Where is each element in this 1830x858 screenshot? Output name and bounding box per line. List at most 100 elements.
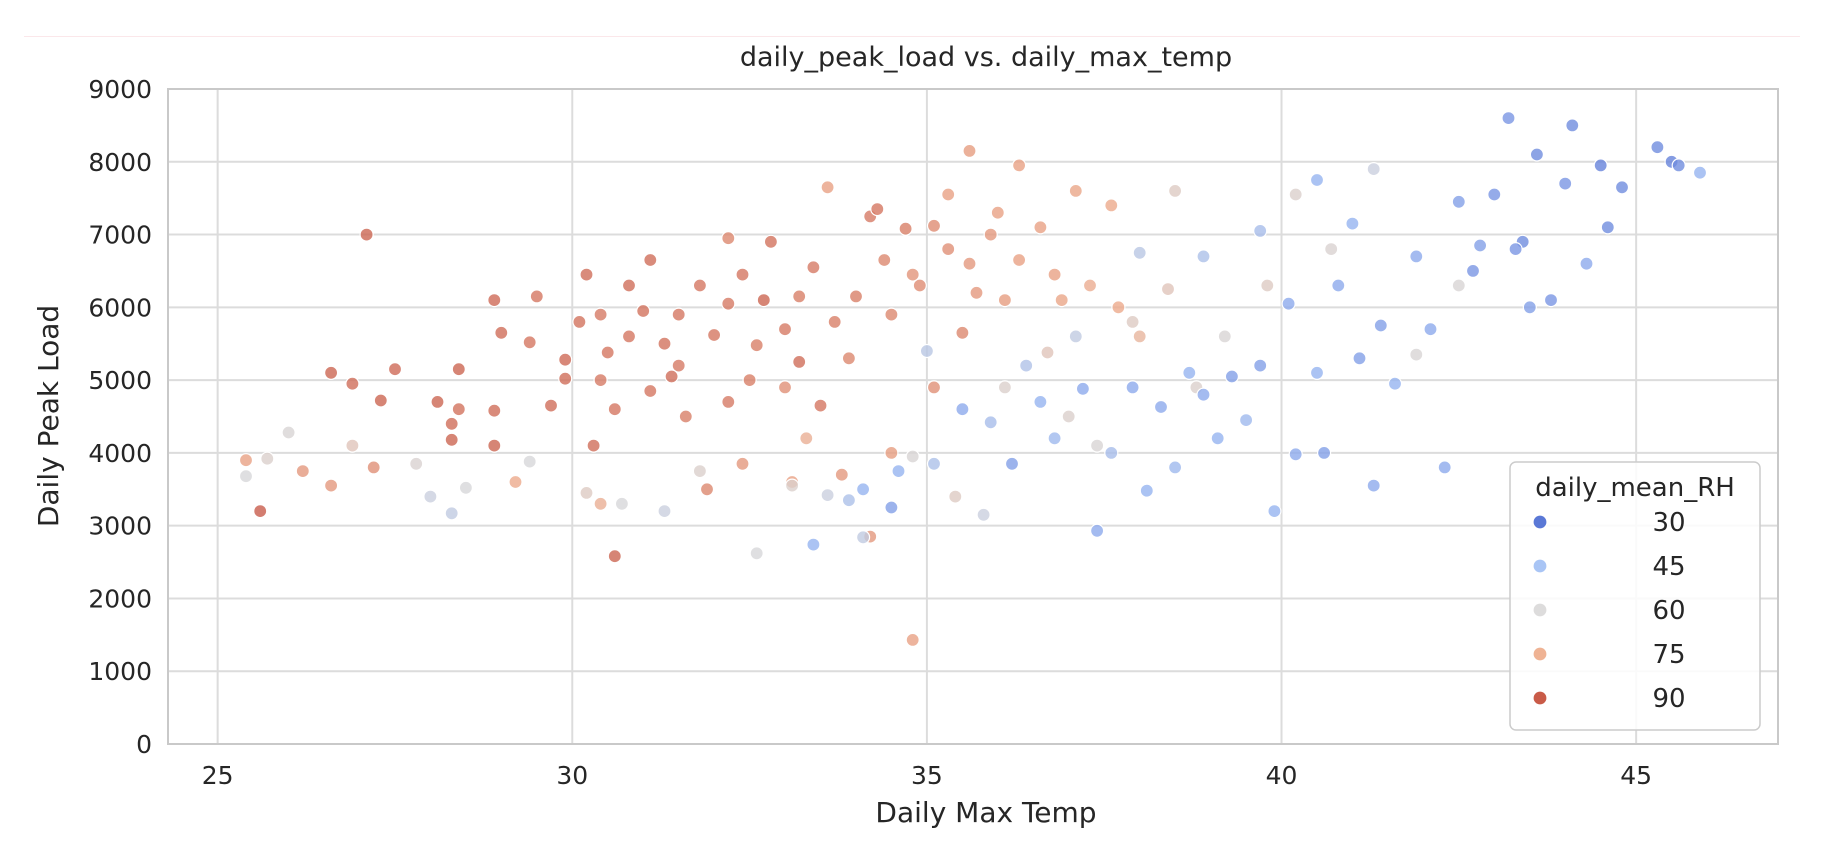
data-point <box>756 293 771 308</box>
y-tick-label: 9000 <box>88 75 152 104</box>
data-point <box>806 537 821 552</box>
data-point <box>614 496 630 511</box>
data-point <box>487 293 502 308</box>
legend-box <box>1509 461 1761 731</box>
data-point <box>1167 460 1183 475</box>
y-tick-label: 6000 <box>88 293 152 322</box>
legend-marker <box>1532 690 1548 706</box>
y-tick-label: 0 <box>136 730 152 759</box>
y-axis-label: Daily Peak Load <box>32 305 65 527</box>
y-tick-label: 7000 <box>88 221 152 250</box>
data-point <box>1075 381 1091 396</box>
data-point <box>295 464 310 479</box>
data-point <box>962 143 977 158</box>
data-point <box>1352 351 1367 366</box>
data-point <box>607 402 622 417</box>
data-point <box>1011 252 1027 268</box>
data-point <box>997 380 1013 395</box>
data-point <box>1182 365 1197 380</box>
data-point <box>1366 478 1381 493</box>
data-point <box>983 227 998 242</box>
data-point <box>955 402 970 417</box>
data-point <box>990 205 1005 220</box>
legend-marker <box>1532 646 1548 662</box>
data-point <box>1125 314 1140 329</box>
data-point <box>1125 380 1140 395</box>
data-point <box>1465 263 1481 278</box>
data-point <box>1210 431 1225 446</box>
data-point <box>955 325 970 340</box>
data-point <box>820 180 835 195</box>
data-point <box>1033 220 1048 235</box>
data-point <box>997 293 1013 308</box>
data-point <box>664 369 679 384</box>
data-point <box>1160 282 1176 297</box>
data-point <box>451 362 466 377</box>
data-point <box>721 231 736 246</box>
data-point <box>699 482 715 497</box>
data-point <box>792 354 807 369</box>
data-point <box>593 496 608 511</box>
x-tick-label: 45 <box>1620 761 1652 790</box>
data-point <box>1033 394 1048 409</box>
data-point <box>387 362 403 377</box>
data-point <box>877 252 892 268</box>
data-point <box>941 187 956 202</box>
data-point <box>621 329 637 344</box>
data-point <box>1139 483 1154 498</box>
data-point <box>969 285 984 300</box>
data-point <box>1650 140 1665 155</box>
data-point <box>1331 278 1346 293</box>
data-point <box>919 343 935 359</box>
data-point <box>905 449 920 464</box>
data-point <box>941 242 956 257</box>
data-point <box>1011 158 1027 173</box>
data-point <box>1692 165 1708 180</box>
data-point <box>742 373 757 388</box>
legend-entry-label: 45 <box>1652 552 1685 582</box>
data-point <box>799 431 814 446</box>
data-point <box>324 365 339 380</box>
data-point <box>607 549 622 564</box>
data-point <box>1309 172 1325 188</box>
data-point <box>1153 399 1169 415</box>
data-point <box>1288 187 1303 202</box>
data-point <box>657 336 672 351</box>
data-point <box>1068 329 1083 344</box>
data-point <box>1316 445 1332 460</box>
data-point <box>848 289 864 304</box>
data-point <box>692 464 708 479</box>
data-point <box>1047 267 1062 282</box>
x-axis-ticks: 25 30 35 40 45 <box>202 761 1652 790</box>
legend-entry-label: 75 <box>1652 640 1685 670</box>
data-point <box>430 394 445 409</box>
data-point <box>1167 183 1183 198</box>
data-point <box>777 322 793 337</box>
data-point <box>884 445 899 460</box>
data-point <box>253 504 268 519</box>
x-tick-label: 40 <box>1266 761 1298 790</box>
data-point <box>692 278 708 293</box>
x-tick-label: 35 <box>911 761 943 790</box>
data-point <box>855 530 871 545</box>
data-point <box>784 478 800 493</box>
data-point <box>1260 278 1275 293</box>
scatter-points <box>238 110 1708 648</box>
data-point <box>792 289 807 304</box>
data-point <box>855 482 871 497</box>
data-point <box>1054 293 1069 308</box>
data-point <box>948 489 963 504</box>
legend-entry-label: 30 <box>1652 508 1685 538</box>
data-point <box>1345 216 1360 231</box>
data-point <box>423 489 438 504</box>
y-tick-label: 3000 <box>88 512 152 541</box>
legend-marker <box>1532 602 1548 618</box>
legend-entries: 30 45 60 75 90 <box>1532 508 1686 714</box>
data-point <box>926 456 942 471</box>
data-point <box>905 267 920 282</box>
data-point <box>1224 369 1240 384</box>
y-tick-label: 5000 <box>88 366 152 395</box>
data-point <box>841 493 857 508</box>
data-point <box>281 425 296 440</box>
